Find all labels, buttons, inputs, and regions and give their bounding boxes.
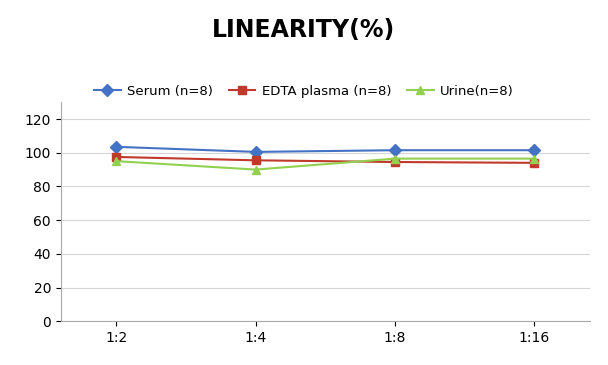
Text: LINEARITY(%): LINEARITY(%) (212, 18, 396, 42)
Serum (n=8) (530, 148, 537, 153)
Line: Serum (n=8): Serum (n=8) (112, 143, 538, 156)
Serum (n=8) (391, 148, 398, 153)
Urine(n=8) (530, 157, 537, 161)
EDTA plasma (n=8) (530, 161, 537, 165)
Line: EDTA plasma (n=8): EDTA plasma (n=8) (112, 153, 538, 167)
Serum (n=8) (252, 150, 260, 154)
EDTA plasma (n=8) (252, 158, 260, 162)
Urine(n=8) (113, 159, 120, 164)
Serum (n=8) (113, 145, 120, 149)
Legend: Serum (n=8), EDTA plasma (n=8), Urine(n=8): Serum (n=8), EDTA plasma (n=8), Urine(n=… (89, 80, 519, 103)
Urine(n=8) (391, 157, 398, 161)
Line: Urine(n=8): Urine(n=8) (112, 154, 538, 174)
EDTA plasma (n=8) (391, 160, 398, 164)
EDTA plasma (n=8) (113, 155, 120, 159)
Urine(n=8) (252, 168, 260, 172)
